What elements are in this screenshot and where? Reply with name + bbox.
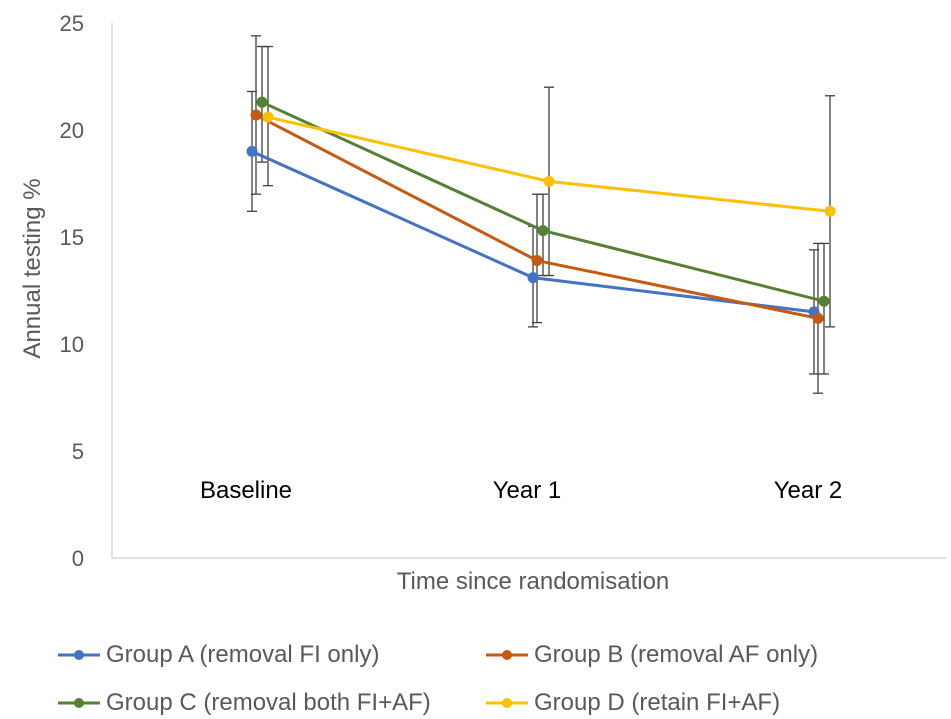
line-chart: 0 5 10 15 20 25 Baseline Year 1 Year 2 Time since… bbox=[19, 11, 946, 595]
x-category-label: Year 2 bbox=[774, 477, 843, 504]
legend-label: Group C (removal both FI+AF) bbox=[106, 689, 431, 716]
legend-item: Group A (removal FI only) bbox=[56, 641, 379, 669]
legend-label: Group D (retain FI+AF) bbox=[534, 689, 781, 716]
y-tick-label: 5 bbox=[72, 439, 84, 464]
data-point bbox=[246, 145, 258, 157]
data-point bbox=[824, 205, 836, 217]
legend-swatch-icon bbox=[486, 650, 528, 660]
axes bbox=[111, 23, 946, 559]
series-lines bbox=[251, 100, 831, 320]
data-point bbox=[262, 111, 274, 123]
error-bars bbox=[247, 35, 835, 394]
x-axis-title: Time since randomisation bbox=[397, 568, 670, 595]
y-axis-title: Annual testing % bbox=[19, 178, 46, 358]
data-point bbox=[256, 96, 268, 108]
axis-labels: 0 5 10 15 20 25 Baseline Year 1 Year 2 Time since… bbox=[19, 11, 842, 595]
y-tick-label: 10 bbox=[60, 332, 84, 357]
data-point bbox=[250, 109, 262, 121]
y-tick-label: 15 bbox=[60, 225, 84, 250]
legend-label: Group A (removal FI only) bbox=[106, 641, 380, 668]
data-point bbox=[812, 312, 824, 324]
x-category-label: Year 1 bbox=[493, 477, 562, 504]
legend-label: Group B (removal AF only) bbox=[534, 641, 819, 668]
data-point bbox=[543, 175, 555, 187]
data-point bbox=[531, 255, 543, 267]
legend-swatch-icon bbox=[58, 650, 100, 660]
series-points bbox=[246, 96, 836, 324]
legend-swatch-icon bbox=[58, 698, 100, 708]
legend-item: Group D (retain FI+AF) bbox=[484, 689, 780, 717]
data-point bbox=[818, 295, 830, 307]
y-tick-label: 0 bbox=[72, 546, 84, 571]
data-point bbox=[527, 272, 539, 284]
x-category-label: Baseline bbox=[200, 477, 292, 504]
legend-item: Group C (removal both FI+AF) bbox=[56, 689, 431, 717]
legend-item: Group B (removal AF only) bbox=[484, 641, 818, 669]
y-tick-label: 20 bbox=[60, 118, 84, 143]
y-tick-label: 25 bbox=[60, 11, 84, 36]
data-point bbox=[537, 225, 549, 237]
legend-swatch-icon bbox=[486, 698, 528, 708]
